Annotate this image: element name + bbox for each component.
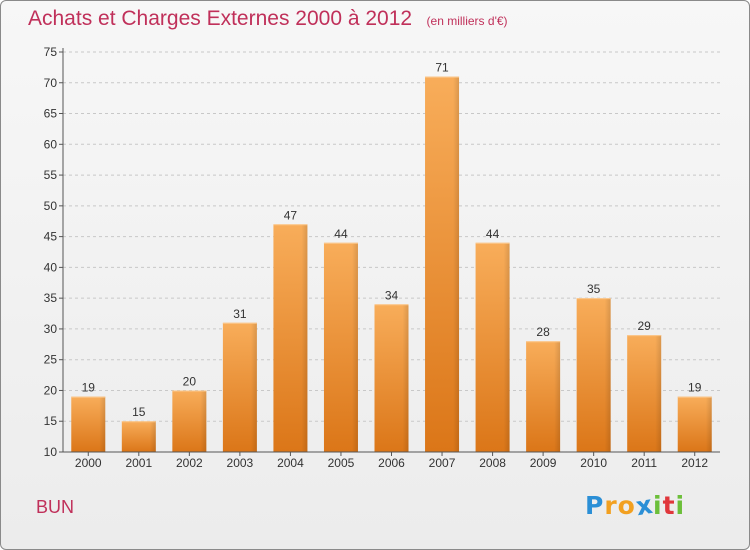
y-tick-label: 15 [44, 414, 58, 428]
bar-shade [351, 242, 358, 452]
y-tick-label: 25 [44, 353, 58, 367]
data-label: 20 [183, 374, 197, 388]
x-tick-label: 2000 [75, 456, 102, 470]
y-tick-label: 55 [44, 168, 58, 182]
logo-letter: i [675, 491, 686, 520]
bar-shade [402, 304, 409, 452]
y-tick-label: 60 [44, 137, 58, 151]
x-tick-label: 2004 [277, 456, 304, 470]
x-tick-label: 2009 [530, 456, 557, 470]
x-tick-label: 2006 [378, 456, 405, 470]
data-label: 15 [132, 405, 146, 419]
proxiti-logo: Proxiti [585, 490, 686, 522]
y-tick-label: 75 [44, 45, 58, 59]
x-tick-label: 2003 [227, 456, 254, 470]
bar-shade [554, 341, 561, 452]
data-label: 28 [536, 325, 550, 339]
bar-shade [200, 390, 207, 452]
data-label: 19 [688, 381, 702, 395]
data-label: 29 [638, 319, 652, 333]
data-label: 44 [334, 227, 348, 241]
axis-layer: 10 15 20 25 30 35 40 45 50 55 60 65 70 75 2000 2001 2002… [44, 45, 720, 470]
y-tick-label: 10 [44, 445, 58, 459]
chart-title: Achats et Charges Externes 2000 à 2012 [28, 7, 413, 30]
data-label: 47 [284, 208, 298, 222]
x-tick-label: 2002 [176, 456, 203, 470]
bar-shade [301, 224, 308, 452]
y-tick-label: 30 [44, 322, 58, 336]
data-label: 34 [385, 288, 399, 302]
bar-shade [99, 396, 106, 452]
bar-shade [604, 298, 611, 452]
bar-shade [453, 76, 460, 452]
chart-subtitle: (en milliers d'€) [426, 14, 508, 28]
y-tick-label: 65 [44, 107, 58, 121]
bars-layer: 19 15 20 31 47 44 34 71 44 28 35 29 19 [71, 61, 712, 452]
x-tick-label: 2007 [429, 456, 456, 470]
data-label: 35 [587, 282, 601, 296]
y-tick-label: 70 [44, 76, 58, 90]
logo-letter: P [585, 491, 605, 520]
y-tick-label: 40 [44, 260, 58, 274]
y-tick-label: 45 [44, 230, 58, 244]
x-tick-label: 2011 [631, 456, 657, 470]
bar-shade [149, 421, 156, 452]
logo-letter: i [653, 491, 663, 520]
logo-letter: t [662, 491, 676, 520]
logo-letter: o [617, 491, 636, 520]
logo-letter: r [604, 491, 618, 520]
data-label: 19 [82, 381, 96, 395]
bar-shade [503, 242, 510, 452]
x-tick-label: 2010 [580, 456, 607, 470]
data-label: 71 [435, 61, 449, 75]
y-tick-label: 50 [44, 199, 58, 213]
x-tick-label: 2008 [479, 456, 506, 470]
bar-shade [705, 396, 712, 452]
data-label: 44 [486, 227, 500, 241]
x-tick-label: 2012 [681, 456, 708, 470]
title-row: Achats et Charges Externes 2000 à 2012 (… [28, 7, 508, 31]
bar-shade [250, 322, 257, 452]
y-tick-label: 35 [44, 291, 58, 305]
x-tick-label: 2001 [125, 456, 152, 470]
y-tick-label: 20 [44, 383, 58, 397]
city-label: BUN [36, 497, 75, 517]
data-label: 31 [233, 307, 247, 321]
x-tick-label: 2005 [328, 456, 355, 470]
bar-shade [655, 335, 662, 452]
